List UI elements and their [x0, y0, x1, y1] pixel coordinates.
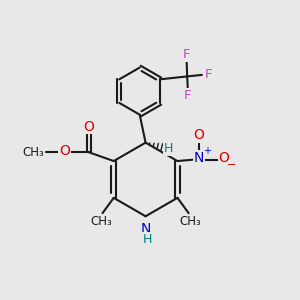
Text: F: F [183, 48, 190, 61]
Text: O: O [83, 120, 94, 134]
Text: F: F [205, 68, 212, 81]
Text: N: N [194, 151, 204, 165]
Text: −: − [227, 160, 236, 170]
Text: CH₃: CH₃ [23, 146, 44, 159]
Text: O: O [218, 151, 230, 165]
Text: CH₃: CH₃ [179, 215, 201, 228]
Text: O: O [59, 144, 70, 158]
Text: +: + [203, 146, 211, 156]
Text: H: H [164, 142, 173, 155]
Text: CH₃: CH₃ [90, 215, 112, 228]
Text: H: H [142, 233, 152, 246]
Text: N: N [140, 222, 151, 236]
Text: F: F [184, 89, 191, 102]
Text: O: O [193, 128, 204, 142]
